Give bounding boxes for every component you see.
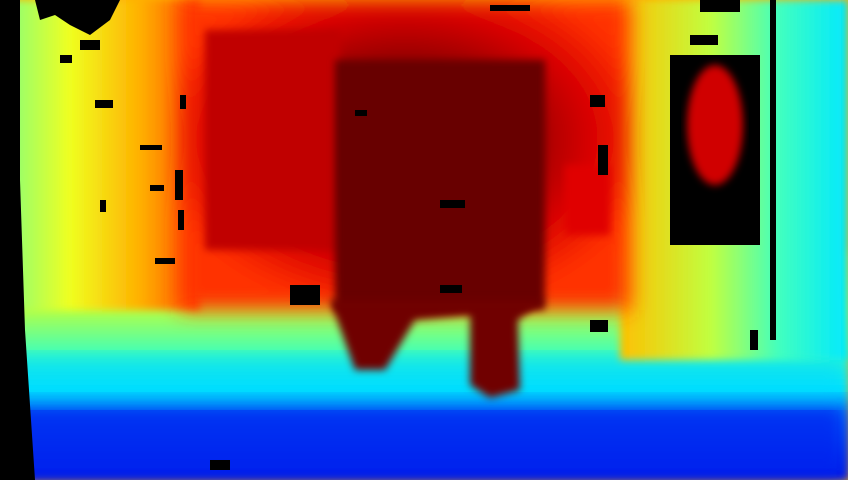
left-invalid-edge [0, 0, 35, 480]
back-cabinet [205, 30, 340, 250]
floor-midground [0, 355, 848, 405]
invalid-depth-noise [60, 0, 776, 470]
doorway-lower-shape [330, 300, 545, 398]
right-object [565, 165, 610, 235]
window-red-blob [687, 65, 743, 185]
floor-foreground [0, 400, 848, 480]
top-left-dropout [35, 0, 120, 35]
doorway-far [335, 60, 545, 310]
